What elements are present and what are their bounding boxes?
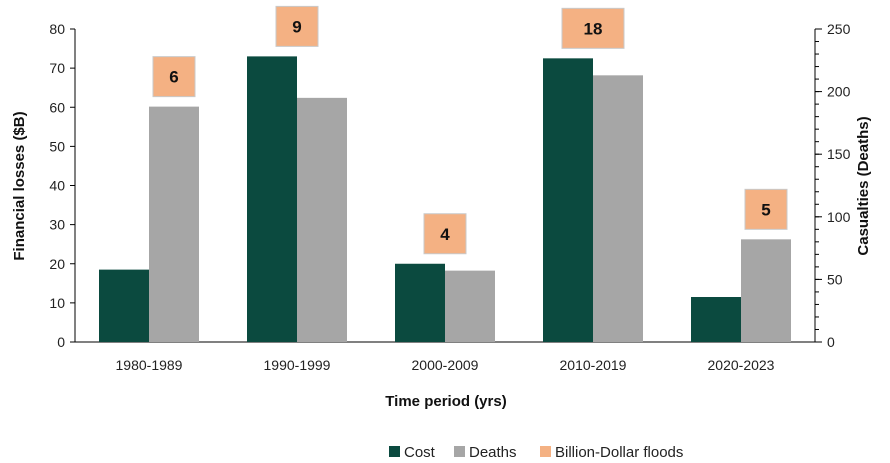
bar-cost [691, 297, 741, 342]
x-tick-label: 1990-1999 [264, 357, 331, 373]
annotation-layer: 6 9 4 18 5 [152, 5, 788, 255]
x-tick-label: 2010-2019 [560, 357, 627, 373]
bar-cost [99, 269, 149, 342]
x-tick-label: 2000-2009 [412, 357, 479, 373]
bar-deaths [593, 75, 643, 342]
legend-swatch-floods [540, 446, 551, 457]
bar-deaths [445, 270, 495, 342]
right-tick-label: 0 [827, 334, 835, 350]
flood-count-box [275, 5, 319, 47]
flood-count-label: 9 [292, 17, 301, 36]
right-tick-label: 250 [827, 21, 851, 37]
left-axis-title: Financial losses ($B) [11, 111, 28, 260]
left-tick-label: 10 [49, 295, 65, 311]
x-axis-title: Time period (yrs) [385, 393, 506, 410]
left-tick-label: 0 [57, 334, 65, 350]
legend-swatch-cost [389, 446, 400, 457]
bar-cost [395, 263, 445, 342]
left-tick-label: 40 [49, 178, 65, 194]
legend: Cost Deaths Billion-Dollar floods [389, 444, 683, 461]
x-tick-label: 1980-1989 [116, 357, 183, 373]
bar-deaths [297, 97, 347, 342]
flood-count-box [561, 7, 625, 49]
flood-count-label: 6 [169, 68, 178, 87]
flood-count-label: 4 [440, 225, 450, 244]
bar-deaths [741, 239, 791, 342]
bar-cost [247, 56, 297, 342]
bars-layer [99, 56, 791, 343]
right-axis-title: Casualties (Deaths) [855, 116, 872, 255]
legend-label-floods: Billion-Dollar floods [555, 444, 683, 461]
left-tick-label: 20 [49, 256, 65, 272]
legend-label-cost: Cost [404, 444, 436, 461]
flood-count-box [744, 188, 788, 230]
left-tick-label: 80 [49, 21, 65, 37]
flood-count-label: 5 [761, 200, 770, 219]
bar-deaths [149, 106, 199, 343]
flood-count-box [152, 56, 196, 98]
legend-swatch-deaths [454, 446, 465, 457]
right-tick-label: 200 [827, 84, 851, 100]
flood-count-label: 18 [584, 19, 603, 38]
left-tick-label: 70 [49, 60, 65, 76]
axes-layer: 0 10 20 30 40 50 60 70 80 0 50 100 150 200 250 1980-198… [49, 21, 850, 373]
legend-label-deaths: Deaths [469, 444, 517, 461]
x-tick-label: 2020-2023 [708, 357, 775, 373]
left-tick-label: 50 [49, 138, 65, 154]
right-tick-label: 50 [827, 271, 843, 287]
right-tick-label: 150 [827, 146, 851, 162]
left-tick-label: 60 [49, 99, 65, 115]
bar-cost [543, 58, 593, 342]
flood-count-box [423, 213, 467, 255]
left-tick-label: 30 [49, 217, 65, 233]
right-tick-label: 100 [827, 209, 851, 225]
